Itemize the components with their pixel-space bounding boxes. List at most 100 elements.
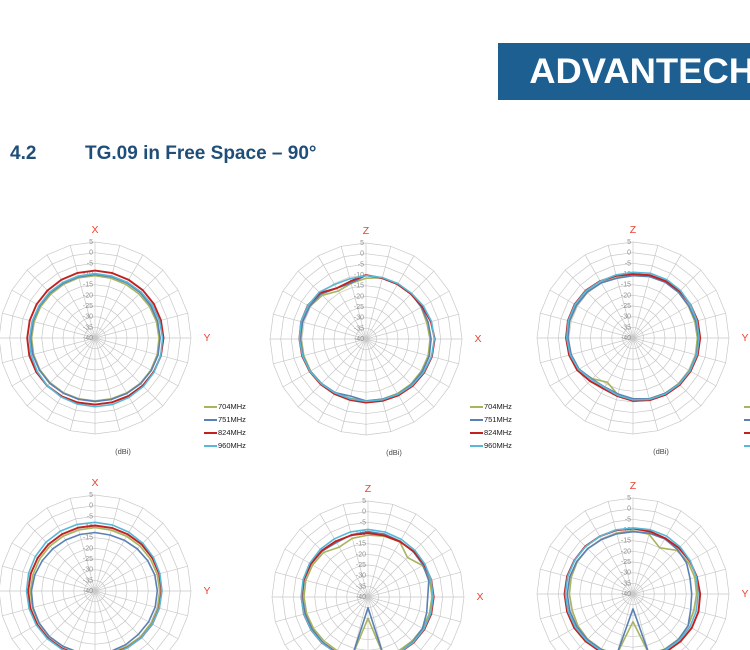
radar-grid	[0, 494, 192, 650]
chart-legend: 704MHz 751MHz 824MHz 960MHz	[204, 400, 246, 452]
svg-text:-40: -40	[621, 335, 631, 342]
legend-line-swatch	[204, 431, 217, 434]
svg-text:0: 0	[89, 503, 93, 510]
legend-label: 751MHz	[484, 415, 512, 424]
polar-chart-1-X-Y: 5 0 -5 -10 -15 -20 -25 -30 -35 -40 X Y (dBi)	[0, 208, 225, 460]
svg-text:5: 5	[362, 498, 366, 505]
legend-item-824MHz: 824MHz	[470, 426, 512, 439]
axis-label-top: Z	[363, 225, 370, 237]
svg-text:-5: -5	[87, 260, 93, 267]
section-number: 4.2	[10, 143, 37, 164]
svg-text:-5: -5	[625, 260, 631, 267]
axis-label-right: X	[474, 333, 481, 345]
legend-line-swatch	[204, 418, 217, 421]
series-751MHz	[566, 530, 693, 650]
legend-line-swatch	[744, 418, 750, 421]
series-824MHz	[27, 524, 163, 650]
series-960MHz	[298, 274, 436, 403]
svg-text:-15: -15	[83, 282, 93, 289]
legend-item-960MHz: 960MHz	[204, 439, 246, 452]
svg-text:-20: -20	[354, 293, 364, 300]
advantech-logo: ADVANTECH	[498, 43, 750, 100]
axis-label-right: Y	[741, 332, 748, 344]
svg-text:-35: -35	[354, 325, 364, 332]
svg-text:-15: -15	[621, 282, 631, 289]
axis-label-top: Z	[630, 224, 637, 236]
legend-label: 704MHz	[218, 402, 246, 411]
series-960MHz	[300, 528, 434, 650]
legend-item-751MHz: 751MHz	[204, 413, 246, 426]
legend-line-swatch	[744, 444, 750, 447]
legend-label: 704MHz	[484, 402, 512, 411]
radial-tick-labels: 50-5-10-15-20-25-30-35-40	[83, 492, 93, 595]
svg-text:0: 0	[627, 250, 631, 257]
svg-text:-30: -30	[83, 314, 93, 321]
svg-text:-10: -10	[621, 527, 631, 534]
series-751MHz	[567, 274, 700, 400]
svg-text:-20: -20	[621, 548, 631, 555]
series-960MHz	[564, 527, 699, 650]
svg-text:-5: -5	[625, 516, 631, 523]
legend-label: 960MHz	[218, 441, 246, 450]
svg-text:-25: -25	[354, 304, 364, 311]
axis-unit-label: (dBi)	[653, 447, 669, 456]
radial-tick-labels: 50-5-10-15-20-25-30-35-40	[356, 498, 366, 601]
radar-grid	[271, 500, 465, 650]
legend-line-swatch	[744, 431, 750, 434]
svg-text:-30: -30	[621, 314, 631, 321]
axis-label-right: Y	[203, 585, 210, 597]
axis-label-top: X	[91, 224, 98, 236]
series-960MHz	[28, 272, 164, 408]
legend-item-751MHz: 751MHz	[744, 413, 750, 426]
axis-label-right: Y	[741, 588, 748, 600]
section-title: TG.09 in Free Space – 90°	[85, 143, 317, 164]
polar-chart-2-Z-X: 5 0 -5 -10 -15 -20 -25 -30 -35 -40 Z X (dBi)	[236, 209, 496, 461]
svg-text:-25: -25	[356, 562, 366, 569]
axis-unit-label: (dBi)	[115, 447, 131, 456]
axis-label-top: Z	[365, 483, 372, 495]
svg-text:0: 0	[89, 250, 93, 257]
legend-line-swatch	[470, 431, 483, 434]
radar-grid	[269, 242, 463, 436]
series-824MHz	[26, 269, 165, 406]
svg-text:-30: -30	[356, 573, 366, 580]
legend-line-swatch	[744, 405, 750, 408]
legend-item-824MHz: 824MHz	[744, 426, 750, 439]
legend-line-swatch	[470, 418, 483, 421]
svg-text:-35: -35	[83, 577, 93, 584]
svg-text:-25: -25	[83, 556, 93, 563]
svg-text:0: 0	[627, 506, 631, 513]
radial-tick-labels: 50-5-10-15-20-25-30-35-40	[621, 495, 631, 598]
svg-text:-30: -30	[354, 315, 364, 322]
svg-text:0: 0	[362, 509, 366, 516]
legend-item-960MHz: 960MHz	[470, 439, 512, 452]
legend-line-swatch	[470, 444, 483, 447]
axis-label-right: Y	[203, 332, 210, 344]
svg-text:-30: -30	[621, 570, 631, 577]
radial-tick-labels: 50-5-10-15-20-25-30-35-40	[354, 240, 364, 343]
legend-label: 751MHz	[218, 415, 246, 424]
svg-text:-5: -5	[87, 513, 93, 520]
svg-text:-25: -25	[621, 559, 631, 566]
polar-chart-3-Z-Y: 5 0 -5 -10 -15 -20 -25 -30 -35 -40 Z Y (dBi)	[503, 208, 750, 460]
svg-text:0: 0	[360, 251, 364, 258]
svg-text:-35: -35	[83, 324, 93, 331]
svg-text:5: 5	[627, 239, 631, 246]
legend-line-swatch	[204, 444, 217, 447]
svg-text:-5: -5	[358, 261, 364, 268]
radial-tick-labels: 50-5-10-15-20-25-30-35-40	[621, 239, 631, 342]
svg-text:-40: -40	[83, 588, 93, 595]
legend-item-704MHz: 704MHz	[744, 400, 750, 413]
radar-grid	[536, 497, 730, 650]
svg-text:-15: -15	[83, 535, 93, 542]
svg-text:-40: -40	[83, 335, 93, 342]
radar-grid	[0, 241, 192, 435]
svg-text:-35: -35	[356, 583, 366, 590]
